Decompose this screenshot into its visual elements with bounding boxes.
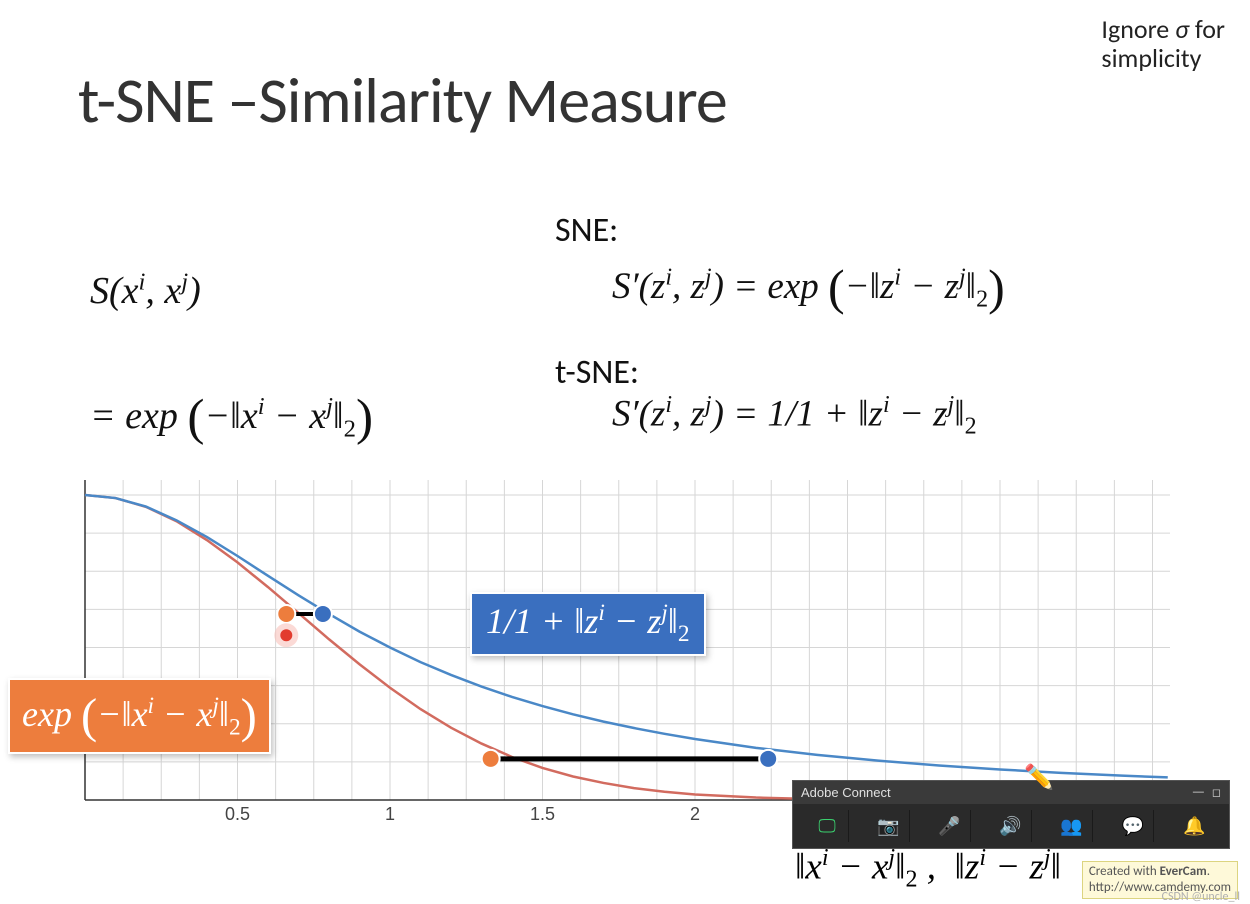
formula-Sxx-line1: S(xi, xj) [90, 250, 373, 334]
corner-note: Ignore σ forsimplicity [1101, 15, 1225, 72]
exp-label-box: exp (−‖xi − xj‖2) [8, 678, 271, 754]
adobe-toolbar: 🖵 📷 🎤 🔊 👥 💬 🔔 [793, 804, 1229, 848]
tsne-heading: t-SNE: [555, 352, 639, 393]
webcam-icon[interactable]: 📷 [868, 810, 910, 842]
csdn-watermark: CSDN @uncle_ll [1162, 890, 1240, 904]
x-axis-label: ‖xi − xj‖2 , ‖zi − zj‖ [795, 845, 1061, 894]
attendees-icon[interactable]: 👥 [1051, 810, 1093, 842]
formula-Sxx: S(xi, xj) = exp (−‖xi − xj‖2) [90, 250, 373, 474]
adobe-titlebar[interactable]: Adobe Connect — ◻ [793, 781, 1229, 804]
microphone-icon[interactable]: 🎤 [929, 810, 971, 842]
formula-Sxx-line2: = exp (−‖xi − xj‖2) [90, 362, 373, 475]
pen-cursor-icon: ✏️ [1024, 763, 1054, 792]
sne-heading: SNE: [555, 210, 618, 251]
page-title: t-SNE –Similarity Measure [78, 62, 727, 140]
svg-text:0.5: 0.5 [225, 804, 250, 820]
svg-text:1: 1 [385, 804, 395, 820]
adobe-connect-panel[interactable]: ✏️ Adobe Connect — ◻ 🖵 📷 🎤 🔊 👥 💬 🔔 [792, 780, 1230, 849]
notification-icon[interactable]: 🔔 [1173, 810, 1215, 842]
share-screen-icon[interactable]: 🖵 [807, 810, 849, 842]
svg-text:2: 2 [690, 804, 700, 820]
adobe-title: Adobe Connect [801, 785, 891, 800]
maximize-icon[interactable]: ◻ [1212, 786, 1221, 799]
svg-text:1.5: 1.5 [530, 804, 555, 820]
chat-icon[interactable]: 💬 [1112, 810, 1154, 842]
formula-sne: S′(zi, zj) = exp (−‖zi − zj‖2) [612, 258, 1005, 316]
t-label-box: 1/1 + ‖zi − zj‖2 [470, 592, 706, 656]
speaker-icon[interactable]: 🔊 [990, 810, 1032, 842]
formula-tsne: S′(zi, zj) = 1/1 + ‖zi − zj‖2 [612, 392, 977, 441]
evercam-line1: Created with EverCam. [1089, 864, 1210, 879]
minimize-icon[interactable]: — [1193, 786, 1204, 799]
